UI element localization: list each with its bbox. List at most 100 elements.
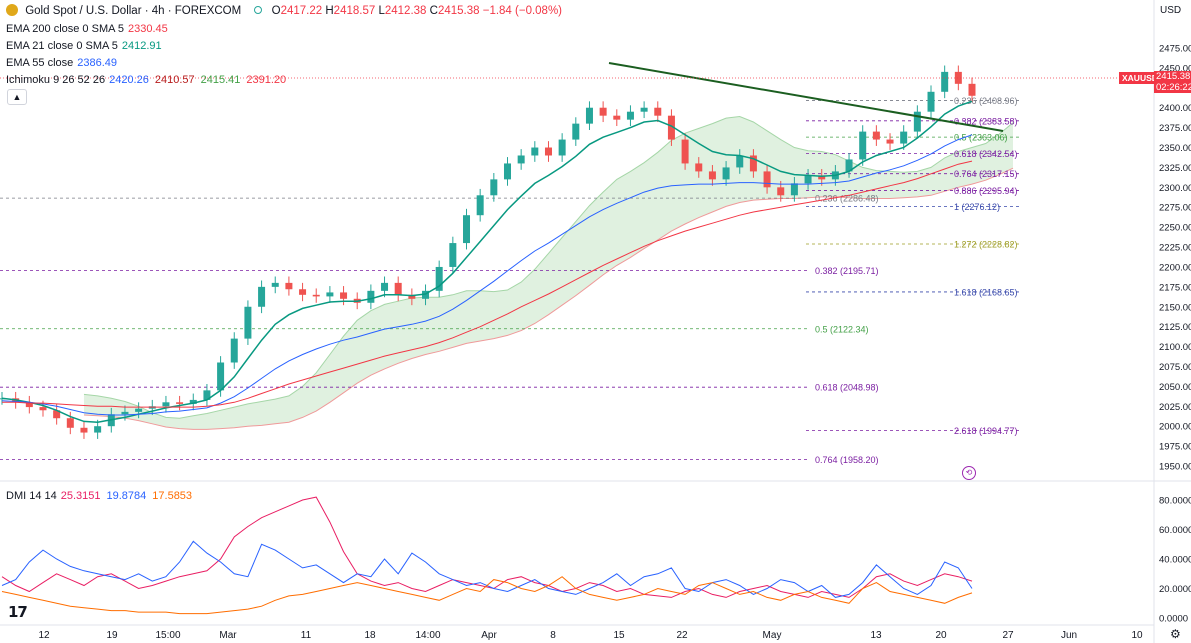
- dmi-tick-label: 0.0000: [1159, 614, 1188, 625]
- candle-body: [585, 107, 593, 124]
- ema200-label: EMA 200 close 0 SMA 5: [6, 23, 125, 35]
- replay-icon[interactable]: ⟲: [962, 466, 976, 480]
- fib-level-label: 1 (2276.12): [954, 202, 1000, 212]
- gear-icon[interactable]: ⚙: [1170, 627, 1181, 641]
- candle-body: [804, 175, 812, 184]
- fib-level-label: 0.764 (2317.15): [954, 169, 1018, 179]
- price-tick-label: 2150.00: [1159, 302, 1191, 313]
- candle-body: [176, 402, 184, 404]
- currency-label: USD: [1160, 5, 1182, 16]
- last-price-value: 2415.38: [1156, 71, 1191, 82]
- price-tick-label: 2125.00: [1159, 322, 1191, 333]
- candle-body: [244, 306, 252, 339]
- candle-body: [968, 83, 976, 96]
- candle-body: [39, 407, 47, 411]
- dmi-line: [1, 576, 973, 615]
- candle-body: [25, 402, 33, 408]
- time-tick-label: 10: [1131, 630, 1143, 641]
- time-tick-label: May: [763, 630, 782, 641]
- price-tick-label: 2025.00: [1159, 402, 1191, 413]
- candle-body: [845, 159, 853, 172]
- price-axis[interactable]: 2475.002450.002425.002400.002375.002350.…: [1159, 44, 1191, 473]
- price-tick-label: 2000.00: [1159, 422, 1191, 433]
- candle-body: [531, 147, 539, 156]
- candle-body: [285, 282, 293, 290]
- ema21-legend[interactable]: EMA 21 close 0 SMA 5 2412.91: [6, 39, 168, 53]
- fib-level-label: 0.618 (2048.98): [815, 383, 879, 393]
- candle-body: [299, 289, 307, 295]
- ema55-label: EMA 55 close: [6, 57, 74, 69]
- trendline[interactable]: [608, 62, 1004, 132]
- candle-body: [667, 115, 675, 140]
- price-tick-label: 2450.00: [1159, 63, 1191, 74]
- candle-body: [872, 131, 880, 140]
- dmi-line: [1, 496, 973, 598]
- candle-body: [626, 111, 634, 120]
- ema200-value: 2330.45: [128, 23, 168, 35]
- ohlc-low: 2412.38: [384, 5, 427, 17]
- candle-body: [312, 294, 320, 297]
- candle-body: [162, 402, 170, 407]
- candle-body: [954, 71, 962, 84]
- last-price-box: 2415.38 02:26:22: [1154, 71, 1191, 93]
- dmi-legend[interactable]: DMI 14 14 25.3151 19.8784 17.5853: [6, 489, 198, 503]
- candle-body: [749, 155, 757, 172]
- price-tick-label: 2200.00: [1159, 262, 1191, 273]
- fib-level-label: 0.236 (2408.96): [954, 96, 1018, 106]
- candle-body: [900, 131, 908, 144]
- candle-body: [927, 91, 935, 112]
- dmi-axis[interactable]: 80.0000 60.0000 40.0000 20.0000 0.0000: [1159, 496, 1191, 625]
- time-tick-label: 19: [106, 630, 118, 641]
- candle-body: [230, 338, 238, 363]
- ema55-legend[interactable]: EMA 55 close 2386.49: [6, 56, 123, 70]
- candle-body: [203, 390, 211, 400]
- dmi-minus-value: 19.8784: [106, 490, 147, 502]
- price-tick-label: 2050.00: [1159, 382, 1191, 393]
- fib-level-label: 0.382 (2195.71): [815, 266, 879, 276]
- symbol-title: Gold Spot / U.S. Dollar · 4h · FOREXCOM: [25, 5, 242, 17]
- time-tick-label: 12: [38, 630, 50, 641]
- collapse-legend-button[interactable]: ▲: [7, 89, 27, 105]
- candle-body: [394, 282, 402, 295]
- time-tick-label: Apr: [481, 630, 497, 641]
- ichimoku-legend[interactable]: Ichimoku 9 26 52 26 2420.26 2410.57 2415.41…: [6, 73, 292, 87]
- series-line: [1, 134, 973, 416]
- time-tick-label: Jun: [1061, 630, 1077, 641]
- candle-body: [189, 399, 197, 404]
- fibonacci-levels: 0.236 (2408.96) 0.382 (2383.58) 0.5 (2363.…: [0, 96, 1022, 465]
- time-tick-label: 15:00: [155, 630, 180, 641]
- candle-body: [695, 163, 703, 172]
- candle-body: [790, 183, 798, 196]
- candle-body: [613, 115, 621, 120]
- dmi-plus-value: 25.3151: [60, 490, 101, 502]
- ema200-legend[interactable]: EMA 200 close 0 SMA 5 2330.45: [6, 22, 174, 36]
- candle-body: [449, 243, 457, 267]
- ema21-label: EMA 21 close 0 SMA 5: [6, 40, 118, 52]
- candle-body: [476, 195, 484, 216]
- ichimoku-span-b-line: [83, 167, 1014, 430]
- fib-level-label: 2.618 (1994.77): [954, 426, 1018, 436]
- price-tick-label: 2225.00: [1159, 243, 1191, 254]
- candle-body: [435, 266, 443, 291]
- candle-body: [640, 107, 648, 112]
- ichimoku-span-a-value: 2415.41: [200, 74, 241, 86]
- candle-body: [271, 282, 279, 287]
- time-axis[interactable]: 12 19 15:00 Mar 11 18 14:00 Apr 8 15 22 May 13 20 27 Ju…: [38, 630, 1143, 641]
- candle-body: [326, 292, 334, 297]
- ichimoku-span-b-value: 2391.20: [246, 74, 287, 86]
- time-tick-label: 11: [301, 630, 312, 641]
- fib-level-label: 0.618 (2342.54): [954, 149, 1018, 159]
- ohlc-close: 2415.38: [437, 5, 480, 17]
- dmi-adx-value: 17.5853: [152, 490, 193, 502]
- candle-body: [463, 215, 471, 244]
- dmi-pane: [1, 496, 973, 615]
- candle-body: [121, 411, 129, 415]
- candle-body: [381, 282, 389, 291]
- ichimoku-base-value: 2410.57: [154, 74, 195, 86]
- price-tick-label: 1950.00: [1159, 462, 1191, 473]
- fib-level-label: 0.764 (1958.20): [815, 455, 879, 465]
- dmi-tick-label: 20.0000: [1159, 584, 1191, 595]
- candle-body: [517, 155, 525, 164]
- symbol-legend[interactable]: Gold Spot / U.S. Dollar · 4h · FOREXCOM …: [6, 4, 562, 18]
